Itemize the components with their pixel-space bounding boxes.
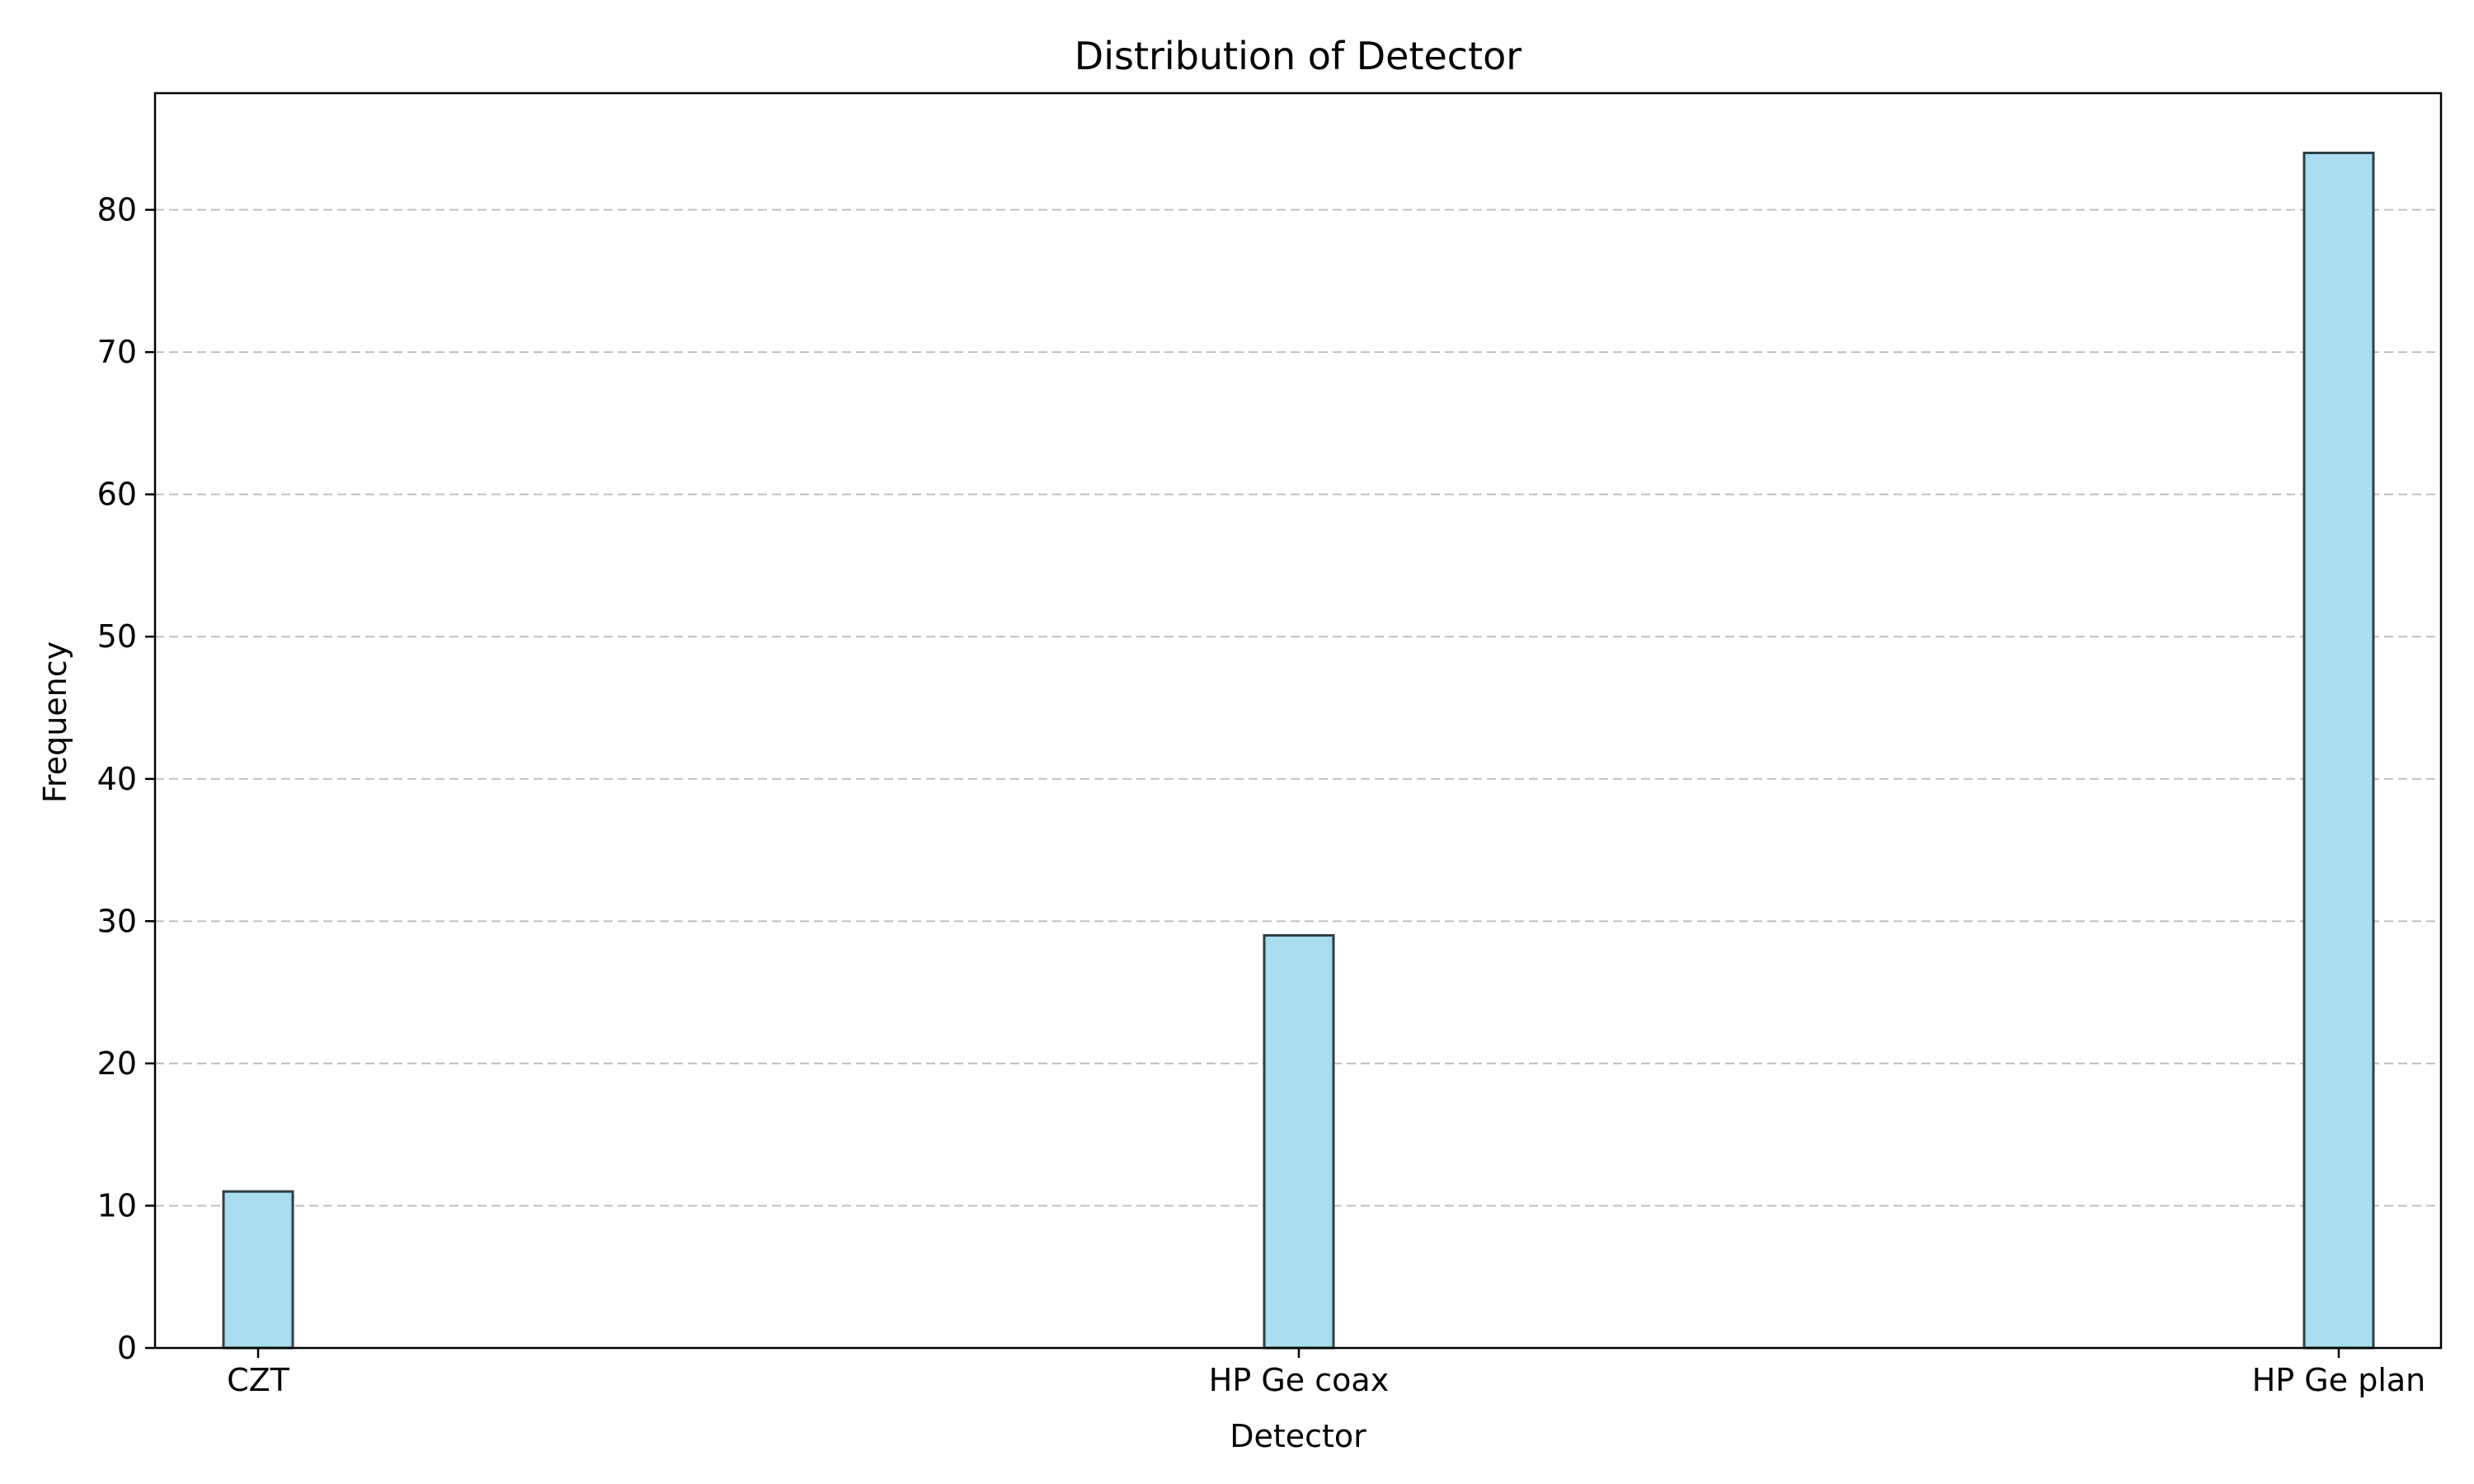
y-tick-label: 70 <box>97 334 137 370</box>
bar <box>2302 151 2375 1350</box>
y-tick-label: 50 <box>97 618 137 655</box>
bars <box>222 151 2375 1350</box>
y-tick-label: 40 <box>97 761 137 797</box>
y-tick-label: 20 <box>97 1045 137 1082</box>
y-tick-label: 80 <box>97 192 137 228</box>
y-axis-label: Frequency <box>37 641 73 803</box>
x-tick-label: HP Ge coax <box>1209 1362 1389 1398</box>
y-axis-ticks: 0 10 20 30 40 50 60 70 80 <box>97 192 155 1366</box>
x-tick-label: CZT <box>227 1362 290 1398</box>
x-tick-label: HP Ge plan <box>2252 1362 2426 1398</box>
y-tick-label: 30 <box>97 903 137 939</box>
y-tick-label: 10 <box>97 1187 137 1223</box>
x-axis-label: Detector <box>1230 1418 1366 1454</box>
bar <box>1263 934 1335 1350</box>
bar <box>222 1190 294 1350</box>
y-tick-label: 60 <box>97 477 137 513</box>
x-axis-ticks: CZT HP Ge coax HP Ge plan <box>227 1348 2425 1398</box>
chart-title: Distribution of Detector <box>1075 34 1522 78</box>
y-tick-label: 0 <box>117 1330 137 1366</box>
